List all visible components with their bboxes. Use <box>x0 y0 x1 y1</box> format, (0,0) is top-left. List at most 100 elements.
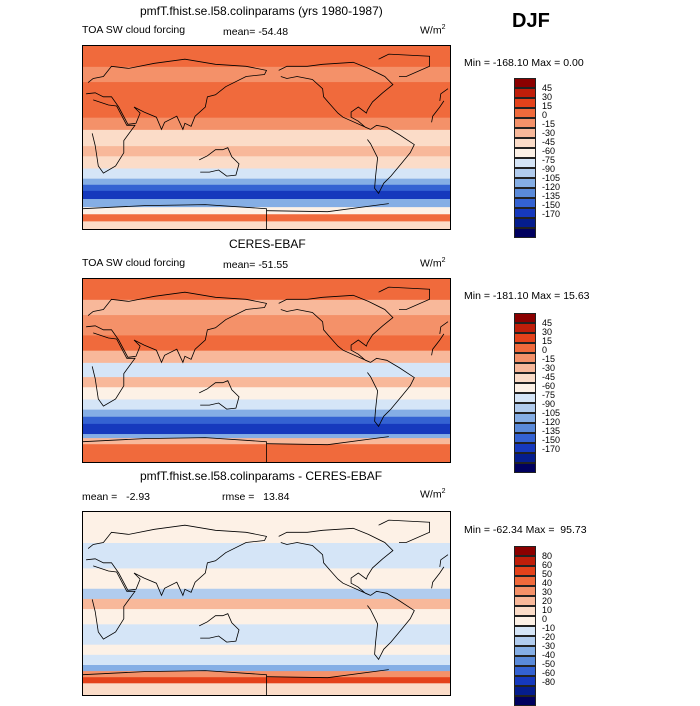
colorbar-tick-label: -120 <box>542 182 561 192</box>
colorbar-swatch <box>514 676 536 686</box>
coastline <box>83 437 267 462</box>
field-band <box>83 423 450 435</box>
colorbar-tick-label: 10 <box>542 605 553 615</box>
colorbar-tick-label: -90 <box>542 399 556 409</box>
colorbar-swatch <box>514 423 536 433</box>
coastline <box>278 61 394 130</box>
colorbar-tick-label: -105 <box>542 408 561 418</box>
field-band <box>83 178 450 185</box>
panel-2-range: Min = -181.10 Max = 15.63 <box>464 290 590 302</box>
field-band <box>83 66 450 83</box>
colorbar-tick-label: 30 <box>542 587 553 597</box>
colorbar-tick-label: 20 <box>542 596 553 606</box>
coastline <box>278 294 394 363</box>
field-band <box>83 398 450 410</box>
colorbar-tick-label: 45 <box>542 83 553 93</box>
coastline <box>266 436 389 446</box>
colorbar-tick-label: -90 <box>542 164 556 174</box>
colorbar-swatch <box>514 556 536 566</box>
panel-3-mean: mean = -2.93 <box>82 491 150 503</box>
panel-2-mean: mean= -51.55 <box>223 259 289 271</box>
panel-1-range: Min = -168.10 Max = 0.00 <box>464 57 584 69</box>
coastline <box>367 124 415 195</box>
coastline <box>278 527 394 596</box>
field-band <box>83 314 450 336</box>
colorbar-tick-label: -60 <box>542 381 556 391</box>
colorbar-tick-label: -60 <box>542 668 556 678</box>
panel-1-title: pmfT.fhist.se.l58.colinparams (yrs 1980-… <box>140 4 383 18</box>
colorbar-tick-label: 40 <box>542 578 553 588</box>
colorbar-tick-label: 60 <box>542 560 553 570</box>
panel-1-map-svg <box>83 46 450 229</box>
colorbar-tick-label: -135 <box>542 426 561 436</box>
season-label: DJF <box>512 10 550 32</box>
colorbar-tick-label: 15 <box>542 336 553 346</box>
panel-2-variable: TOA SW cloud forcing <box>82 257 186 269</box>
colorbar-swatch <box>514 78 536 88</box>
field-band <box>83 598 450 610</box>
field-band <box>83 362 450 378</box>
colorbar-swatch <box>514 108 536 118</box>
coastline <box>431 566 445 589</box>
colorbar-swatch <box>514 188 536 198</box>
colorbar-swatch <box>514 118 536 128</box>
panel-1-colorbar-ticks: 45 30 15 0 -15 -30 -45 -60 -75 -90 -105 -120 -135 -15… <box>542 84 560 219</box>
colorbar-swatch <box>514 158 536 168</box>
colorbar-swatch <box>514 208 536 218</box>
coastline <box>431 333 445 356</box>
colorbar-tick-label: -20 <box>542 632 556 642</box>
panel-3-units: W/m2 <box>420 488 446 501</box>
colorbar-swatch <box>514 606 536 616</box>
colorbar-swatch <box>514 168 536 178</box>
panel-3-title: pmfT.fhist.se.l58.colinparams - CERES-EB… <box>140 469 383 483</box>
field-band <box>83 670 450 678</box>
field-band <box>83 433 450 439</box>
coastline <box>266 203 389 213</box>
colorbar-tick-label: -75 <box>542 155 556 165</box>
field-band <box>83 512 450 543</box>
colorbar-swatch <box>514 596 536 606</box>
field-band <box>83 350 450 363</box>
colorbar-swatch <box>514 313 536 323</box>
colorbar-swatch <box>514 218 536 228</box>
colorbar-swatch <box>514 453 536 463</box>
coastline <box>367 357 415 428</box>
colorbar-swatch <box>514 616 536 626</box>
field-band <box>83 129 450 147</box>
colorbar-swatch <box>514 546 536 556</box>
colorbar-tick-label: -15 <box>542 119 556 129</box>
colorbar-swatch <box>514 636 536 646</box>
colorbar-tick-label: -30 <box>542 363 556 373</box>
field-band <box>83 155 450 169</box>
colorbar-tick-label: -50 <box>542 659 556 669</box>
colorbar-swatch <box>514 686 536 696</box>
colorbar-tick-label: -60 <box>542 146 556 156</box>
coastline <box>378 286 431 310</box>
colorbar-tick-label: -105 <box>542 173 561 183</box>
coastline <box>86 58 268 131</box>
field-band <box>83 376 450 388</box>
colorbar-swatch <box>514 566 536 576</box>
colorbar-swatch <box>514 128 536 138</box>
field-band <box>83 117 450 130</box>
colorbar-tick-label: -120 <box>542 417 561 427</box>
colorbar-tick-label: -170 <box>542 209 561 219</box>
colorbar-swatch <box>514 98 536 108</box>
coastline <box>439 321 449 334</box>
coastline <box>91 332 136 407</box>
colorbar-swatch <box>514 403 536 413</box>
panel-3-map <box>82 511 451 696</box>
field-band <box>83 198 450 208</box>
colorbar-tick-label: 30 <box>542 92 553 102</box>
coastline <box>266 669 389 679</box>
field-band <box>83 437 450 445</box>
panel-1-mean: mean= -54.48 <box>223 26 289 38</box>
colorbar-tick-label: -150 <box>542 200 561 210</box>
colorbar-swatch <box>514 343 536 353</box>
field-band <box>83 184 450 191</box>
field-band <box>83 664 450 672</box>
colorbar-tick-label: 45 <box>542 318 553 328</box>
coastline <box>378 519 431 543</box>
colorbar-swatch <box>514 383 536 393</box>
field-band <box>83 299 450 316</box>
